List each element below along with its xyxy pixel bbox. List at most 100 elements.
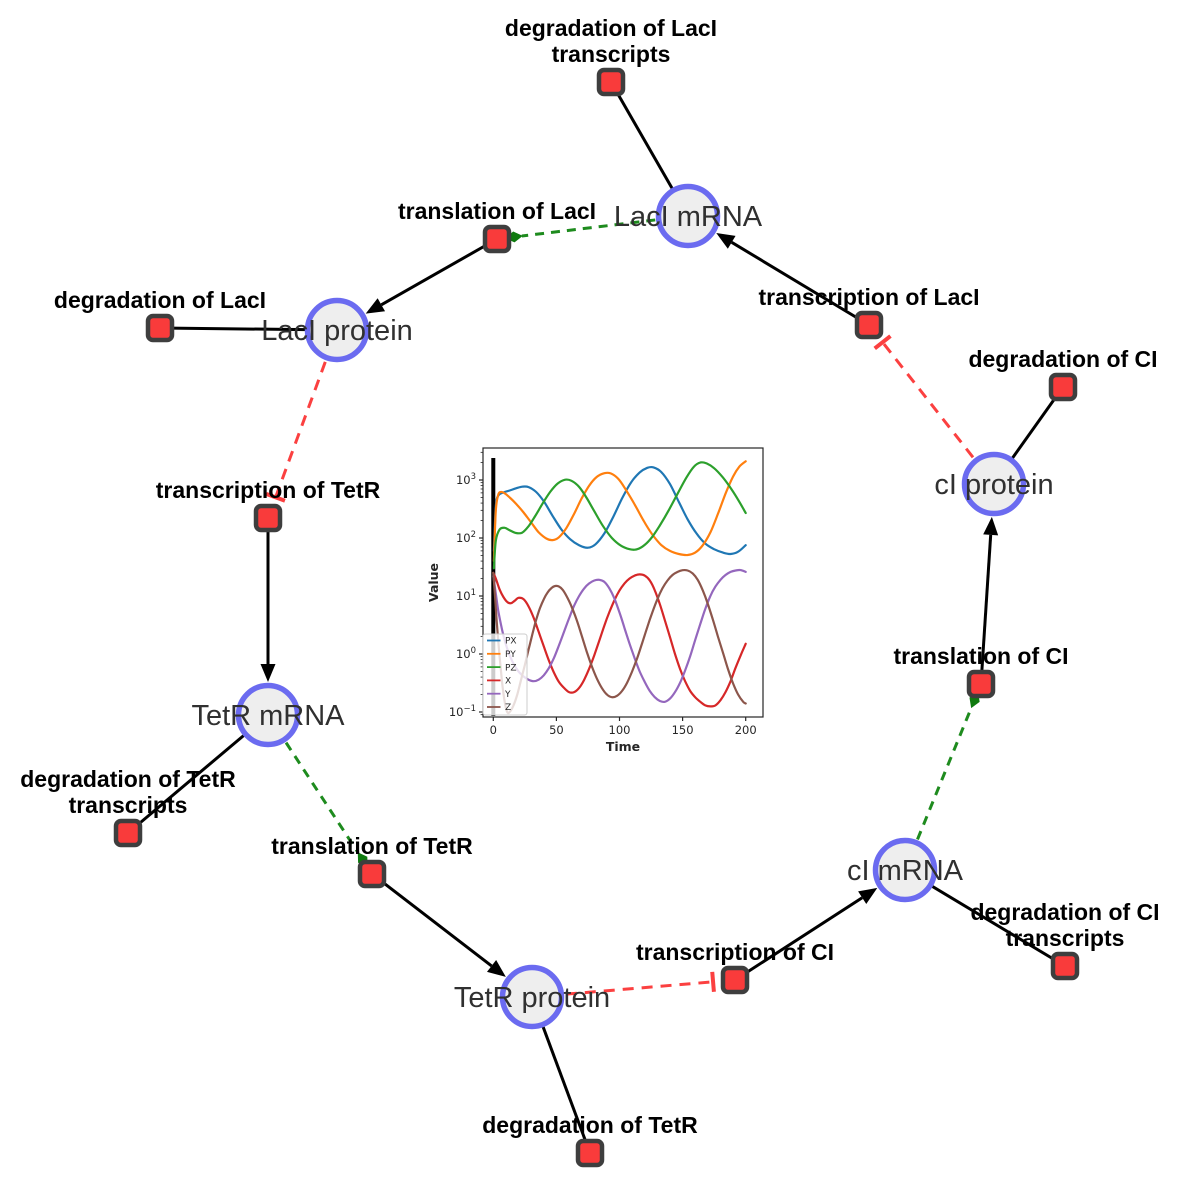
reaction-node-deg-tetr[interactable] [575,1138,605,1168]
y-tick-exponent: 1 [471,588,476,598]
production-line [380,237,498,307]
species-nodes-layer [235,183,1027,1030]
legend-label: Z [505,703,511,713]
y-tick-exponent: 2 [471,530,476,540]
reaction-label-transcription-laci: transcription of LacI [758,284,979,310]
edge-production-translation-laci-laci-protein [365,237,498,314]
production-line [734,896,863,982]
production-line [730,241,870,327]
legend-entry-PX: PX [487,637,517,647]
species-label-laci-protein: LacI protein [261,315,413,347]
consumption-line [541,1025,592,1154]
reaction-node-deg-ci-transcripts[interactable] [1050,951,1080,981]
reaction-label-line: degradation of CI [968,346,1157,372]
reaction-label-line: translation of CI [893,643,1068,669]
edge-consumption-tetr-mrna-deg-tetr-transcripts [127,733,246,835]
tbar-inhibitor-icon [710,971,716,992]
reaction-label-line: transcription of CI [636,939,834,965]
modifier-line [521,218,656,238]
reaction-label-line: translation of LacI [398,198,596,224]
x-tick-label: 200 [735,723,757,737]
y-tick-label: 100 [456,646,476,661]
reaction-label-line: degradation of CI [970,899,1159,925]
reaction-node-transcription-laci[interactable] [854,310,884,340]
reaction-label-line: transcripts [69,792,188,818]
reaction-label-translation-laci: translation of LacI [398,198,596,224]
legend-entry-Y: Y [487,690,511,700]
edge-production-transcription-ci-ci-mrna [734,887,878,982]
reaction-label-deg-tetr: degradation of TetR [482,1112,698,1138]
species-node-tetr-mrna[interactable] [235,682,301,748]
x-tick-label: 100 [609,723,631,737]
reaction-node-deg-laci[interactable] [145,313,175,343]
reaction-label-translation-ci: translation of CI [893,643,1068,669]
species-node-laci-protein[interactable] [304,297,370,363]
reaction-label-line: degradation of LacI [505,15,717,41]
reaction-label-line: degradation of LacI [54,287,266,313]
reaction-label-line: transcription of TetR [156,477,381,503]
species-node-laci-mrna[interactable] [655,183,721,249]
legend-label: PZ [505,663,517,673]
reaction-node-deg-laci-transcripts[interactable] [596,67,626,97]
reaction-label-line: transcription of LacI [758,284,979,310]
y-tick-exponent: −1 [463,704,476,714]
reaction-label-translation-tetr: translation of TetR [271,833,473,859]
y-tick-exponent: 3 [471,472,476,482]
edge-inhibition-tetr-protein-transcription-ci [565,971,716,996]
edge-consumption-laci-mrna-deg-laci-transcripts [609,81,674,190]
species-label-ci-protein: cI protein [934,469,1053,501]
series-line-PY [492,460,747,563]
species-node-ci-mrna[interactable] [872,837,938,903]
reaction-node-translation-laci[interactable] [482,224,512,254]
species-node-ci-protein[interactable] [961,451,1027,517]
reaction-label-deg-tetr-transcripts: degradation of TetR transcripts [20,766,236,818]
production-line [979,534,993,685]
arrowhead-icon [858,887,878,905]
arrowhead-icon [365,298,386,314]
reaction-node-translation-tetr[interactable] [357,859,387,889]
reaction-label-line: degradation of TetR [20,766,236,792]
x-tick-label: 0 [490,723,497,737]
reaction-label-transcription-ci: transcription of CI [636,939,834,965]
reaction-label-line: transcripts [1006,925,1125,951]
reaction-node-transcription-ci[interactable] [720,965,750,995]
reaction-label-deg-laci-transcripts: degradation of LacI transcripts [505,15,717,67]
edge-inhibition-laci-protein-transcription-tetr [265,361,327,503]
species-node-tetr-protein[interactable] [499,964,565,1030]
tbar-inhibitor-icon [873,334,892,351]
legend-entry-PZ: PZ [487,663,517,673]
y-tick-label: 102 [456,530,476,545]
y-tick-label: 10−1 [449,704,476,719]
edge-production-translation-tetr-tetr-protein [371,872,506,977]
plot-background [483,448,763,717]
edge-consumption-laci-protein-deg-laci [159,326,307,332]
tbar-inhibitor-icon [265,492,286,503]
legend: PX PY PZ XYZ [482,633,528,716]
modifier-line [916,706,973,841]
edge-production-transcription-tetr-tetr-mrna [260,518,276,682]
modifier-line [284,741,360,854]
species-labels-layer: LacI mRNA LacI protein TetR mRNA TetR prote… [191,201,1053,1014]
consumption-line [609,81,674,190]
species-label-tetr-protein: TetR protein [454,982,610,1014]
reaction-label-line: transcripts [552,41,671,67]
x-axis-ticks: 0 50 100 150 200 [490,717,757,737]
reaction-label-deg-ci: degradation of CI [968,346,1157,372]
reaction-node-translation-ci[interactable] [966,669,996,699]
reaction-node-deg-tetr-transcripts[interactable] [113,818,143,848]
y-tick-exponent: 0 [471,646,476,656]
production-line [371,872,493,968]
reaction-label-line: degradation of TetR [482,1112,698,1138]
reaction-label-deg-ci-transcripts: degradation of CI transcripts [970,899,1159,951]
species-label-laci-mrna: LacI mRNA [614,201,763,233]
series-layer [492,460,747,715]
legend-label: PX [505,637,517,647]
inhibition-line [565,980,714,996]
reaction-label-transcription-tetr: transcription of TetR [156,477,381,503]
reaction-node-deg-ci[interactable] [1048,372,1078,402]
reaction-node-transcription-tetr[interactable] [253,503,283,533]
edge-consumption-tetr-protein-deg-tetr [541,1025,592,1154]
